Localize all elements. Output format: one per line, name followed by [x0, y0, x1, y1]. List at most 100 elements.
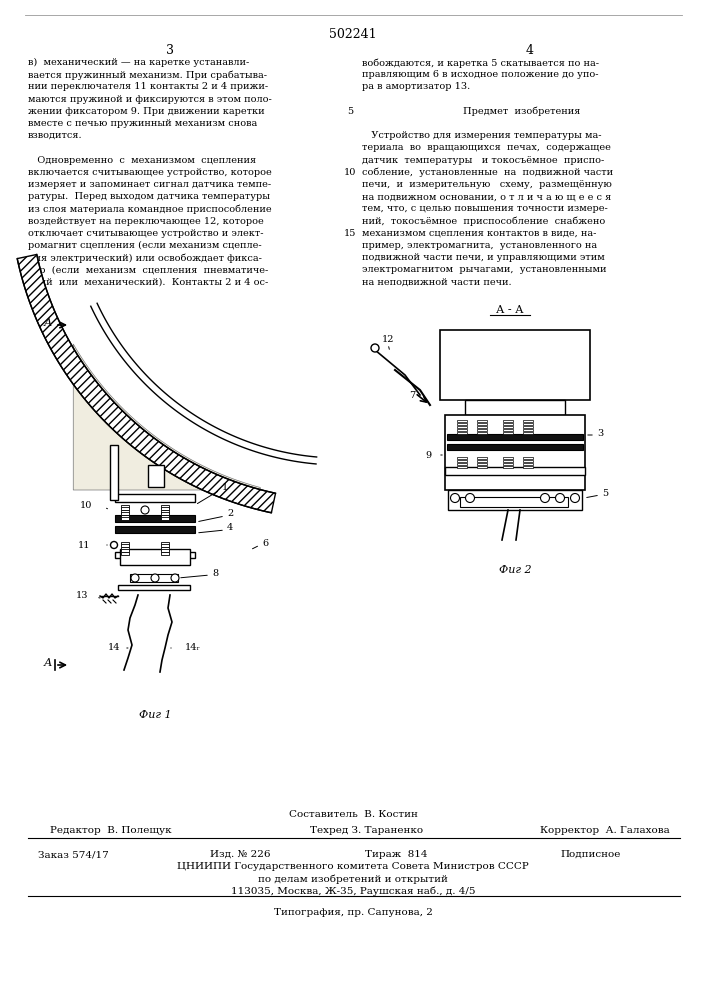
- Bar: [440, 330, 590, 400]
- Bar: [121, 549, 129, 552]
- Bar: [477, 428, 487, 431]
- Bar: [477, 462, 487, 465]
- Text: правляющим 6 в исходное положение до упо-: правляющим 6 в исходное положение до упо…: [362, 70, 599, 79]
- Text: вобождаются, и каретка 5 скатывается по на-: вобождаются, и каретка 5 скатывается по …: [362, 58, 599, 68]
- Bar: [477, 432, 487, 434]
- Bar: [457, 460, 467, 462]
- Bar: [445, 467, 585, 475]
- Bar: [457, 432, 467, 434]
- Circle shape: [556, 493, 564, 502]
- Bar: [457, 456, 467, 459]
- Text: датчик  температуры   и токосъёмное  приспо-: датчик температуры и токосъёмное приспо-: [362, 156, 604, 165]
- Bar: [161, 552, 169, 554]
- Text: измеряет и запоминает сигнал датчика темпе-: измеряет и запоминает сигнал датчика тем…: [28, 180, 271, 189]
- Text: 5: 5: [347, 107, 353, 116]
- Bar: [503, 456, 513, 459]
- Text: тор  (если  механизм  сцепления  пневматиче-: тор (если механизм сцепления пневматиче-: [28, 265, 268, 275]
- Text: Типография, пр. Сапунова, 2: Типография, пр. Сапунова, 2: [274, 908, 433, 917]
- Text: Фиг 2: Фиг 2: [498, 565, 532, 575]
- Text: А: А: [44, 318, 52, 328]
- Bar: [523, 432, 533, 434]
- Bar: [460, 497, 568, 507]
- Text: А - А: А - А: [496, 305, 524, 315]
- Bar: [161, 517, 169, 520]
- Text: 12: 12: [382, 336, 395, 344]
- Bar: [130, 574, 178, 582]
- Bar: [161, 542, 169, 544]
- Polygon shape: [17, 254, 276, 513]
- Text: Тираж  814: Тираж 814: [365, 850, 428, 859]
- Bar: [477, 466, 487, 468]
- Bar: [115, 526, 195, 533]
- Text: 10: 10: [344, 168, 356, 177]
- Bar: [448, 490, 582, 510]
- Bar: [523, 420, 533, 422]
- Bar: [447, 434, 583, 440]
- Text: 1: 1: [222, 483, 228, 491]
- Text: териала  во  вращающихся  печах,  содержащее: териала во вращающихся печах, содержащее: [362, 143, 611, 152]
- Text: 10: 10: [80, 500, 92, 510]
- Text: 8: 8: [212, 568, 218, 578]
- Bar: [503, 420, 513, 422]
- Bar: [161, 546, 169, 550]
- Text: 3: 3: [166, 44, 174, 57]
- Bar: [523, 462, 533, 465]
- Text: ский  или  механический).  Контакты 2 и 4 ос-: ский или механический). Контакты 2 и 4 о…: [28, 278, 268, 287]
- Text: Техред З. Тараненко: Техред З. Тараненко: [310, 826, 423, 835]
- Text: ромагнит сцепления (если механизм сцепле-: ромагнит сцепления (если механизм сцепле…: [28, 241, 262, 250]
- Text: 5: 5: [602, 488, 608, 497]
- Text: на неподвижной части печи.: на неподвижной части печи.: [362, 278, 512, 287]
- Text: ЦНИИПИ Государственного комитета Совета Министров СССР: ЦНИИПИ Государственного комитета Совета …: [177, 862, 529, 871]
- Text: Подписное: Подписное: [560, 850, 620, 859]
- Text: на подвижном основании, о т л и ч а ю щ е е с я: на подвижном основании, о т л и ч а ю щ …: [362, 192, 612, 201]
- Bar: [457, 466, 467, 468]
- Circle shape: [171, 574, 179, 582]
- Text: ний,  токосъёмное  приспособление  снабжено: ний, токосъёмное приспособление снабжено: [362, 217, 605, 226]
- Text: отключает считывающее устройство и элект-: отключает считывающее устройство и элект…: [28, 229, 264, 238]
- Bar: [503, 460, 513, 462]
- Circle shape: [131, 574, 139, 582]
- Text: жении фиксатором 9. При движении каретки: жении фиксатором 9. При движении каретки: [28, 107, 264, 116]
- Text: 14: 14: [107, 644, 120, 652]
- Text: Одновременно  с  механизмом  сцепления: Одновременно с механизмом сцепления: [28, 156, 256, 165]
- Text: взводится.: взводится.: [28, 131, 83, 140]
- Polygon shape: [74, 344, 260, 490]
- Text: 9: 9: [426, 450, 432, 460]
- Bar: [523, 456, 533, 459]
- Text: Изд. № 226: Изд. № 226: [210, 850, 271, 859]
- Bar: [121, 514, 129, 518]
- Bar: [477, 420, 487, 422]
- Text: 14ᵣ: 14ᵣ: [185, 644, 201, 652]
- Text: 113035, Москва, Ж-35, Раушская наб., д. 4/5: 113035, Москва, Ж-35, Раушская наб., д. …: [230, 886, 475, 896]
- Text: подвижной части печи, и управляющими этим: подвижной части печи, и управляющими эти…: [362, 253, 604, 262]
- Bar: [121, 552, 129, 554]
- Bar: [477, 456, 487, 459]
- Bar: [465, 400, 565, 415]
- Text: 11: 11: [78, 540, 90, 550]
- Text: по делам изобретений и открытий: по делам изобретений и открытий: [258, 874, 448, 884]
- Text: маются пружиной и фиксируются в этом поло-: маются пружиной и фиксируются в этом пол…: [28, 95, 271, 104]
- Bar: [121, 544, 129, 547]
- Bar: [110, 445, 118, 500]
- Bar: [161, 510, 169, 512]
- Bar: [503, 422, 513, 425]
- Text: 3: 3: [597, 428, 603, 438]
- Bar: [120, 549, 190, 565]
- Bar: [445, 415, 585, 490]
- Text: ния электрический) или освобождает фикса-: ния электрический) или освобождает фикса…: [28, 253, 262, 263]
- Bar: [161, 544, 169, 547]
- Text: нии переключателя 11 контакты 2 и 4 прижи-: нии переключателя 11 контакты 2 и 4 приж…: [28, 82, 268, 91]
- Circle shape: [141, 506, 149, 514]
- Text: 15: 15: [344, 229, 356, 238]
- Bar: [121, 507, 129, 510]
- Text: 4: 4: [526, 44, 534, 57]
- Bar: [477, 422, 487, 425]
- Bar: [503, 462, 513, 465]
- Text: Фиг 1: Фиг 1: [139, 710, 171, 720]
- Bar: [115, 515, 195, 522]
- Text: А: А: [44, 658, 52, 668]
- Bar: [118, 585, 190, 590]
- Circle shape: [465, 493, 474, 502]
- Text: 2: 2: [227, 510, 233, 518]
- Bar: [121, 510, 129, 512]
